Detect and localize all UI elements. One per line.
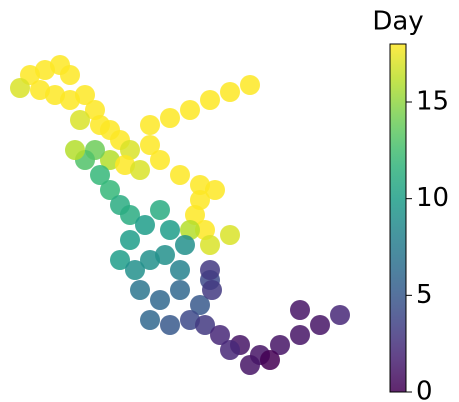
point [290, 325, 310, 345]
point [130, 280, 150, 300]
point [200, 260, 220, 280]
point [190, 295, 210, 315]
point [195, 315, 215, 335]
point [110, 250, 130, 270]
point [140, 135, 160, 155]
point [60, 65, 80, 85]
point [260, 350, 280, 370]
point [210, 325, 230, 345]
point [70, 110, 90, 130]
point [10, 78, 30, 98]
colorbar [389, 43, 407, 393]
point [125, 260, 145, 280]
point [240, 355, 260, 375]
colorbar-tick-label: 5 [416, 280, 433, 310]
point [330, 305, 350, 325]
point [150, 200, 170, 220]
point [130, 160, 150, 180]
point [140, 310, 160, 330]
point [65, 140, 85, 160]
point [175, 235, 195, 255]
colorbar-tick-label: 10 [416, 183, 449, 213]
point [200, 235, 220, 255]
point [160, 108, 180, 128]
point [120, 205, 140, 225]
point [170, 280, 190, 300]
point [75, 85, 95, 105]
point [170, 260, 190, 280]
point [100, 180, 120, 200]
point [180, 100, 200, 120]
point [160, 220, 180, 240]
point [170, 165, 190, 185]
point [90, 165, 110, 185]
point [150, 150, 170, 170]
point [220, 340, 240, 360]
point [140, 115, 160, 135]
point [290, 300, 310, 320]
point [240, 75, 260, 95]
point [150, 290, 170, 310]
point [120, 230, 140, 250]
colorbar-tick-label: 15 [416, 87, 449, 117]
point [205, 180, 225, 200]
point [135, 215, 155, 235]
point [310, 315, 330, 335]
point [160, 315, 180, 335]
point [155, 245, 175, 265]
point [220, 225, 240, 245]
colorbar-title: Day [372, 7, 423, 37]
point [270, 335, 290, 355]
point [220, 82, 240, 102]
point [202, 280, 222, 300]
point [200, 90, 220, 110]
colorbar-tick-label: 0 [416, 377, 433, 402]
